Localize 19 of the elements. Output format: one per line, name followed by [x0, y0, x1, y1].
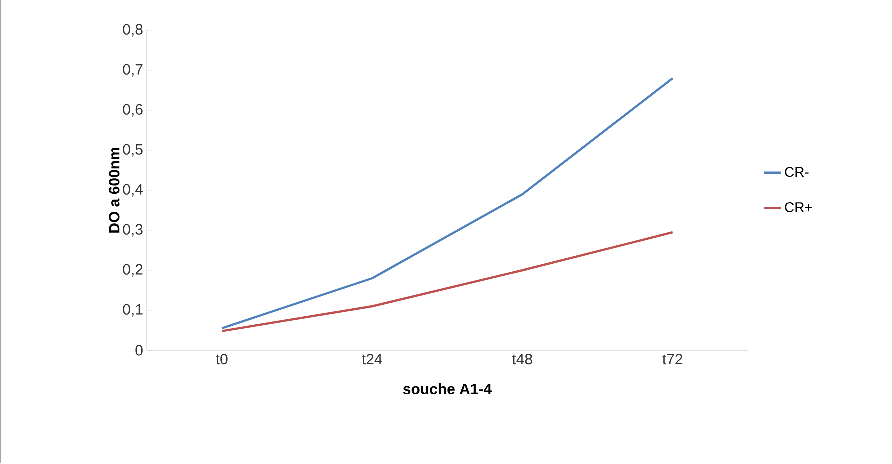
y-tick-label: 0 [136, 345, 143, 356]
y-tick-label: 0,3 [123, 224, 143, 237]
y-tick-label: 0,1 [123, 304, 143, 317]
y-axis-title: DO a 600nm [109, 148, 120, 233]
x-tick-label: t48 [512, 354, 532, 365]
y-tick-label: 0,4 [123, 184, 144, 197]
x-tick-label: t72 [662, 354, 683, 365]
legend-label: CR- [785, 167, 809, 178]
y-tick-label: 0,7 [123, 64, 143, 77]
legend-label: CR+ [785, 202, 812, 212]
y-tick-label: 0,6 [123, 104, 143, 117]
line-series [221, 231, 674, 332]
y-tick-label: 0,5 [123, 144, 143, 157]
x-tick-label: t0 [216, 354, 228, 365]
y-tick-label: 0,8 [123, 24, 143, 37]
x-tick-label: t24 [362, 354, 382, 365]
x-axis-title: souche A1-4 [403, 384, 492, 395]
y-tick-label: 0,2 [123, 264, 143, 277]
line-series [221, 77, 674, 330]
